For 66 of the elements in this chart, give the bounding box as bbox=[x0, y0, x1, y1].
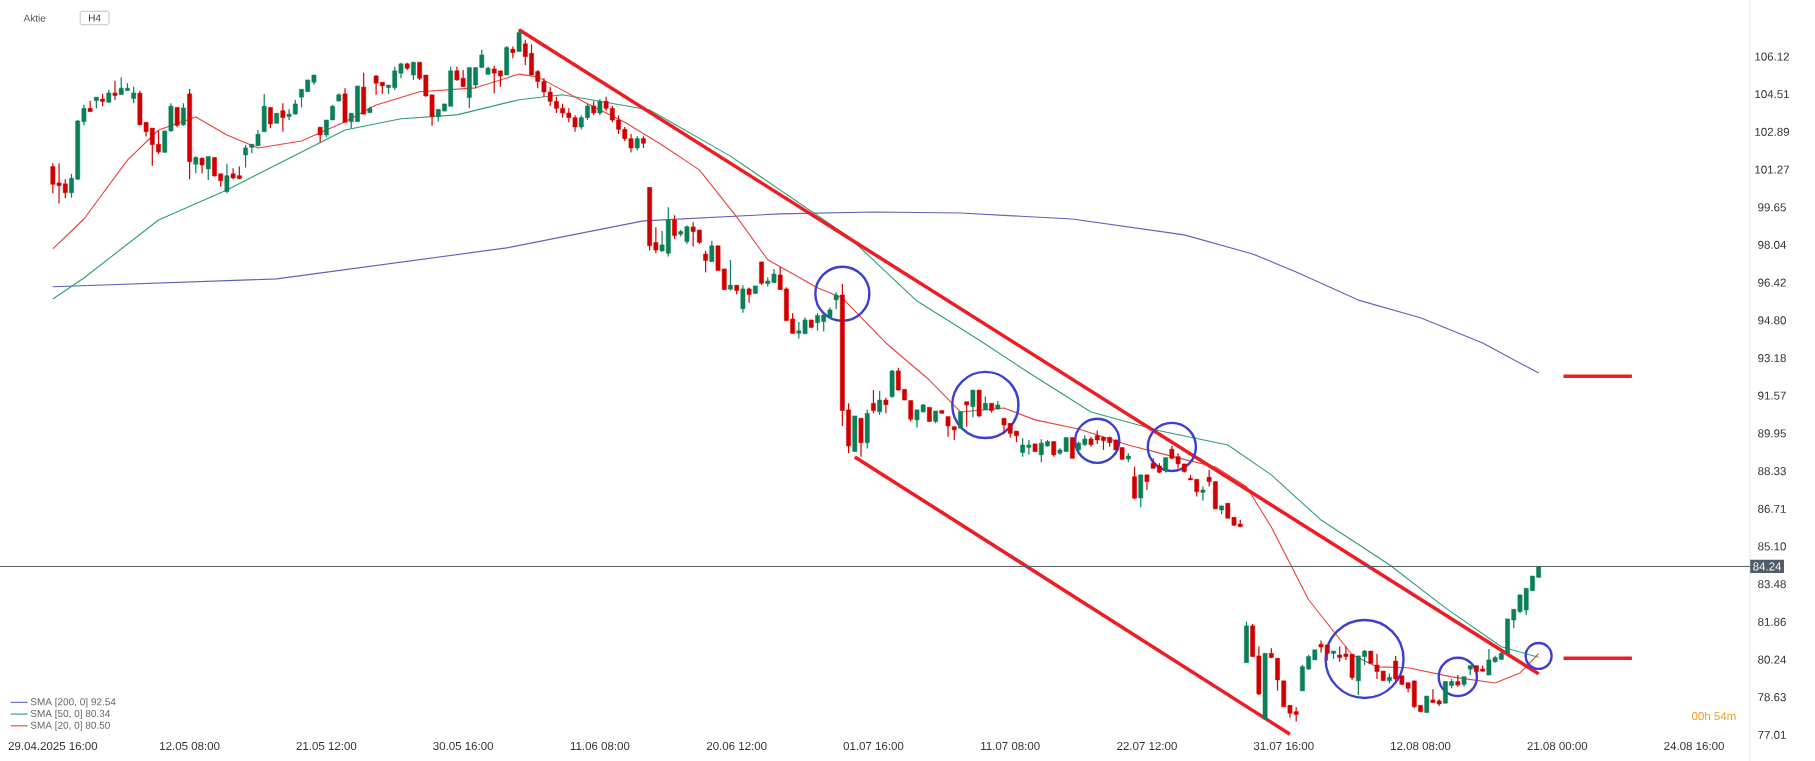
x-tick-label: 31.07 16:00 bbox=[1253, 741, 1314, 751]
candlestick bbox=[883, 397, 889, 414]
y-tick-label: 104.51 bbox=[1755, 90, 1790, 99]
y-tick-label: 98.04 bbox=[1758, 240, 1787, 249]
legend-label: SMA [20, 0] 80.50 bbox=[30, 721, 110, 731]
ref-line-label: 84.24 bbox=[1753, 562, 1782, 571]
candlestick bbox=[709, 240, 715, 263]
candlestick bbox=[970, 389, 976, 418]
y-tick-label: 77.01 bbox=[1758, 730, 1786, 739]
candlestick bbox=[205, 155, 211, 181]
candlestick bbox=[871, 389, 876, 414]
candlestick bbox=[516, 28, 522, 53]
candlestick bbox=[224, 163, 230, 194]
candlestick bbox=[174, 106, 180, 128]
y-tick-label: 101.27 bbox=[1755, 165, 1789, 174]
candlestick bbox=[728, 259, 733, 292]
y-tick-label: 81.86 bbox=[1758, 617, 1786, 626]
y-tick-label: 80.24 bbox=[1758, 655, 1787, 664]
candlestick bbox=[672, 214, 677, 240]
candlestick bbox=[1200, 485, 1206, 502]
y-tick-label: 106.12 bbox=[1755, 52, 1789, 61]
candlestick bbox=[964, 401, 970, 428]
y-tick-label: 85.10 bbox=[1758, 542, 1786, 551]
annotation: H4 bbox=[89, 14, 101, 22]
candlestick bbox=[1138, 474, 1144, 508]
candlestick bbox=[740, 284, 746, 314]
text: Aktie bbox=[23, 14, 46, 22]
x-tick-label: 21.05 12:00 bbox=[296, 741, 357, 751]
annotation: 00h 54m bbox=[1692, 711, 1736, 721]
x-tick-label: 12.08 08:00 bbox=[1391, 741, 1451, 751]
y-tick-label: 78.63 bbox=[1758, 693, 1786, 702]
candlestick bbox=[510, 45, 516, 59]
line-series bbox=[52, 211, 1540, 374]
candlestick bbox=[1070, 436, 1075, 459]
x-tick-label: 20.06 12:00 bbox=[706, 741, 767, 751]
x-tick-label: 11.07 08:00 bbox=[981, 741, 1040, 751]
candlestick bbox=[703, 250, 708, 273]
y-tick-label: 96.42 bbox=[1758, 278, 1786, 287]
y-tick-label: 88.33 bbox=[1758, 467, 1786, 476]
x-tick-label: 30.05 16:00 bbox=[433, 741, 494, 751]
candlestick bbox=[877, 390, 883, 416]
candlestick bbox=[759, 261, 764, 286]
x-tick-label: 12.05 08:00 bbox=[160, 741, 220, 751]
y-tick-label: 102.89 bbox=[1755, 127, 1790, 136]
legend-label: SMA [50, 0] 80.34 bbox=[30, 709, 111, 720]
x-tick-label: 29.04.2025 16:00 bbox=[8, 741, 98, 751]
candlestick bbox=[181, 102, 186, 127]
candlestick bbox=[280, 102, 286, 133]
legend-label: SMA [200, 0] 92.54 bbox=[30, 697, 116, 708]
y-tick-label: 86.71 bbox=[1758, 504, 1786, 513]
y-tick-label: 83.48 bbox=[1758, 580, 1786, 589]
x-tick-label: 01.07 16:00 bbox=[843, 741, 904, 751]
y-tick-label: 89.95 bbox=[1758, 429, 1786, 438]
candlestick bbox=[1132, 466, 1137, 500]
candlestick bbox=[833, 291, 839, 310]
x-tick-label: 22.07 12:00 bbox=[1117, 741, 1177, 751]
candlestick bbox=[112, 80, 118, 101]
x-tick-label: 11.06 08:00 bbox=[570, 741, 630, 751]
x-tick-label: 21.08 00:00 bbox=[1527, 741, 1588, 751]
y-tick-label: 91.57 bbox=[1758, 391, 1786, 400]
candlestick bbox=[87, 100, 93, 113]
y-tick-label: 99.65 bbox=[1758, 203, 1786, 212]
y-tick-label: 93.18 bbox=[1758, 354, 1786, 363]
y-tick-label: 94.80 bbox=[1758, 316, 1786, 325]
candlestick bbox=[268, 106, 273, 129]
x-tick-label: 24.08 16:00 bbox=[1664, 741, 1724, 751]
